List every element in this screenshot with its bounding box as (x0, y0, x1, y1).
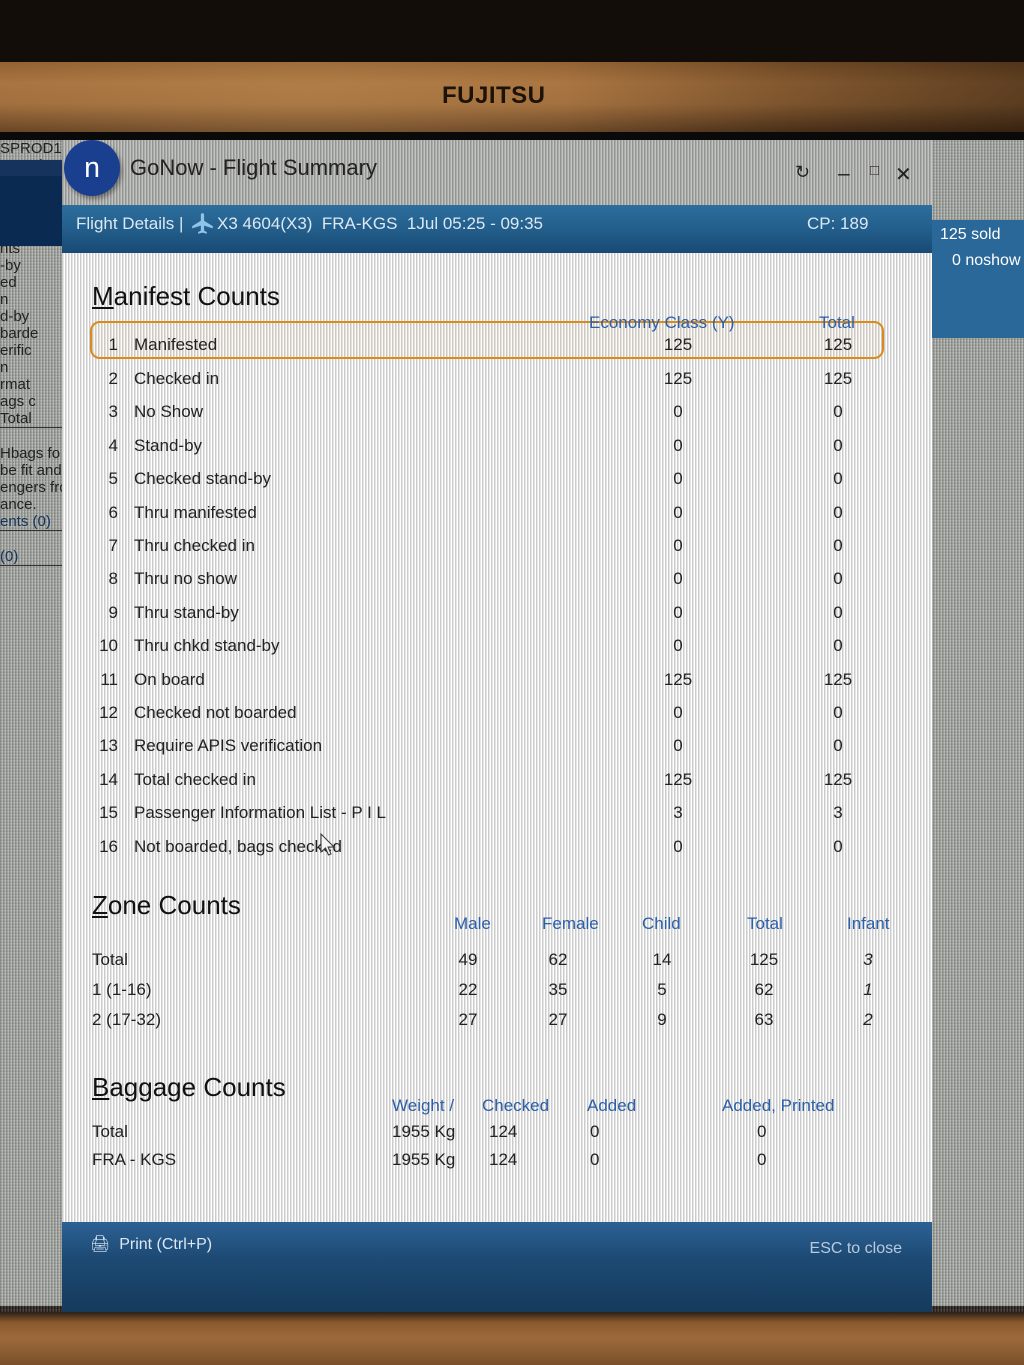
svg-text:n: n (84, 152, 100, 184)
